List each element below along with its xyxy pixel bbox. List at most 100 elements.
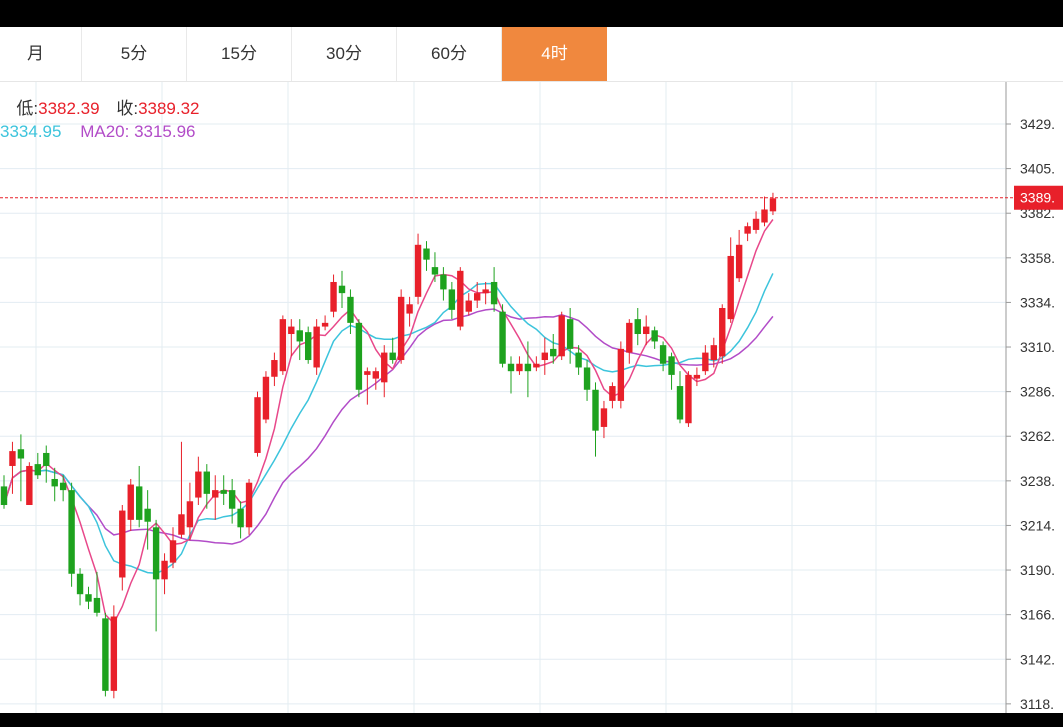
candle-down [296,330,303,342]
candle-down [17,449,25,459]
candle-down [524,363,532,372]
candle-up [186,501,194,528]
candle-down [490,281,498,305]
candle-down [220,490,227,494]
candle-up [406,304,413,314]
candle-up [262,376,270,420]
last-price-tag [1014,185,1063,210]
candle-up [457,270,464,327]
candle-up [761,209,768,223]
candle-down [68,490,75,574]
candle-down [76,573,84,595]
tab-month[interactable]: 月 [0,27,82,81]
candle-up [330,281,337,312]
candle-up [271,360,278,377]
candle-down [305,332,312,361]
candlestick-chart: 3429.3405.3382.3358.3334.3310.3286.3262.… [0,82,1063,713]
candle-up [279,319,287,372]
candle-down [550,348,557,357]
candle-up [482,289,489,294]
candle-up [643,326,650,335]
candle-up [516,363,523,372]
candle-up [626,322,633,353]
candle-up [26,465,33,505]
candle-up [127,484,134,520]
candle-down [136,486,143,520]
tab-5min[interactable]: 5分 [82,27,187,81]
candle-down [43,452,50,466]
candle-up [110,616,118,691]
y-tick-label: 3166. [1020,607,1055,623]
tab-30min[interactable]: 30分 [292,27,397,81]
ohlc-legend: · 低:3382.39 收:3389.32 [0,94,200,119]
candle-up [558,315,565,357]
candle-down [51,478,58,487]
candle-up [161,560,168,580]
ma5-line [3,219,774,625]
candle-down [355,322,363,390]
candle-up [474,293,481,301]
candle-down [659,345,667,364]
candle-up [372,371,379,379]
tab-4hour[interactable]: 4时 [502,27,607,81]
low-label: 低: [16,99,39,118]
candle-down [389,352,396,361]
candle-up [254,397,261,453]
candle-down [102,618,109,691]
candle-down [575,352,582,368]
candle-up [693,374,701,379]
candle-down [59,482,67,491]
y-tick-label: 3429. [1020,116,1055,132]
candle-down [566,319,574,349]
candle-down [93,597,101,613]
candle-down [507,363,515,372]
candle-up [609,386,616,401]
candle-down [203,471,210,494]
candle-down [431,267,439,275]
candle-up [245,482,253,528]
tab-15min[interactable]: 15分 [187,27,292,81]
candle-up [710,345,717,361]
candle-down [237,508,244,528]
candle-down [152,527,160,580]
y-tick-label: 3310. [1020,339,1055,355]
y-tick-label: 3142. [1020,651,1055,667]
candle-down [676,386,684,420]
chart-panel: 月 5分 15分 30分 60分 4时 3429. 3405. 3382. 3358.… [0,27,1063,713]
last-price-tag-label: 3389. [1020,190,1055,206]
candle-down [0,486,8,505]
candle-up [169,540,177,563]
candle-up [533,363,540,368]
candle-up [9,451,16,466]
y-tick-label: 3214. [1020,517,1055,533]
candle-up [744,226,751,234]
candle-up [288,326,295,335]
ma-legend: 3334.95 MA20: 3315.96 [0,122,196,142]
candle-up [735,244,743,279]
y-tick-label: 3286. [1020,384,1055,400]
candle-up [702,352,709,372]
candle-down [499,311,506,364]
y-tick-label: 3334. [1020,294,1055,310]
candle-down [144,508,151,522]
candle-up [313,326,320,368]
candle-up [397,296,405,361]
candle-down [34,464,41,476]
candle-down [668,356,675,375]
candle-up [195,471,202,498]
ma20-label: MA20: [80,122,130,141]
candle-down [634,319,641,335]
candle-up [769,198,777,212]
candle-up [212,490,219,498]
ma10-line [3,273,774,574]
y-tick-label: 3190. [1020,562,1055,578]
candle-up [381,352,388,383]
candle-up [321,322,329,327]
candle-up [752,218,760,230]
candle-up [119,510,126,578]
y-tick-label: 3238. [1020,473,1055,489]
candle-up [465,300,472,312]
y-tick-label: 3262. [1020,428,1055,444]
tab-60min[interactable]: 60分 [397,27,502,81]
candle-up [600,408,608,427]
